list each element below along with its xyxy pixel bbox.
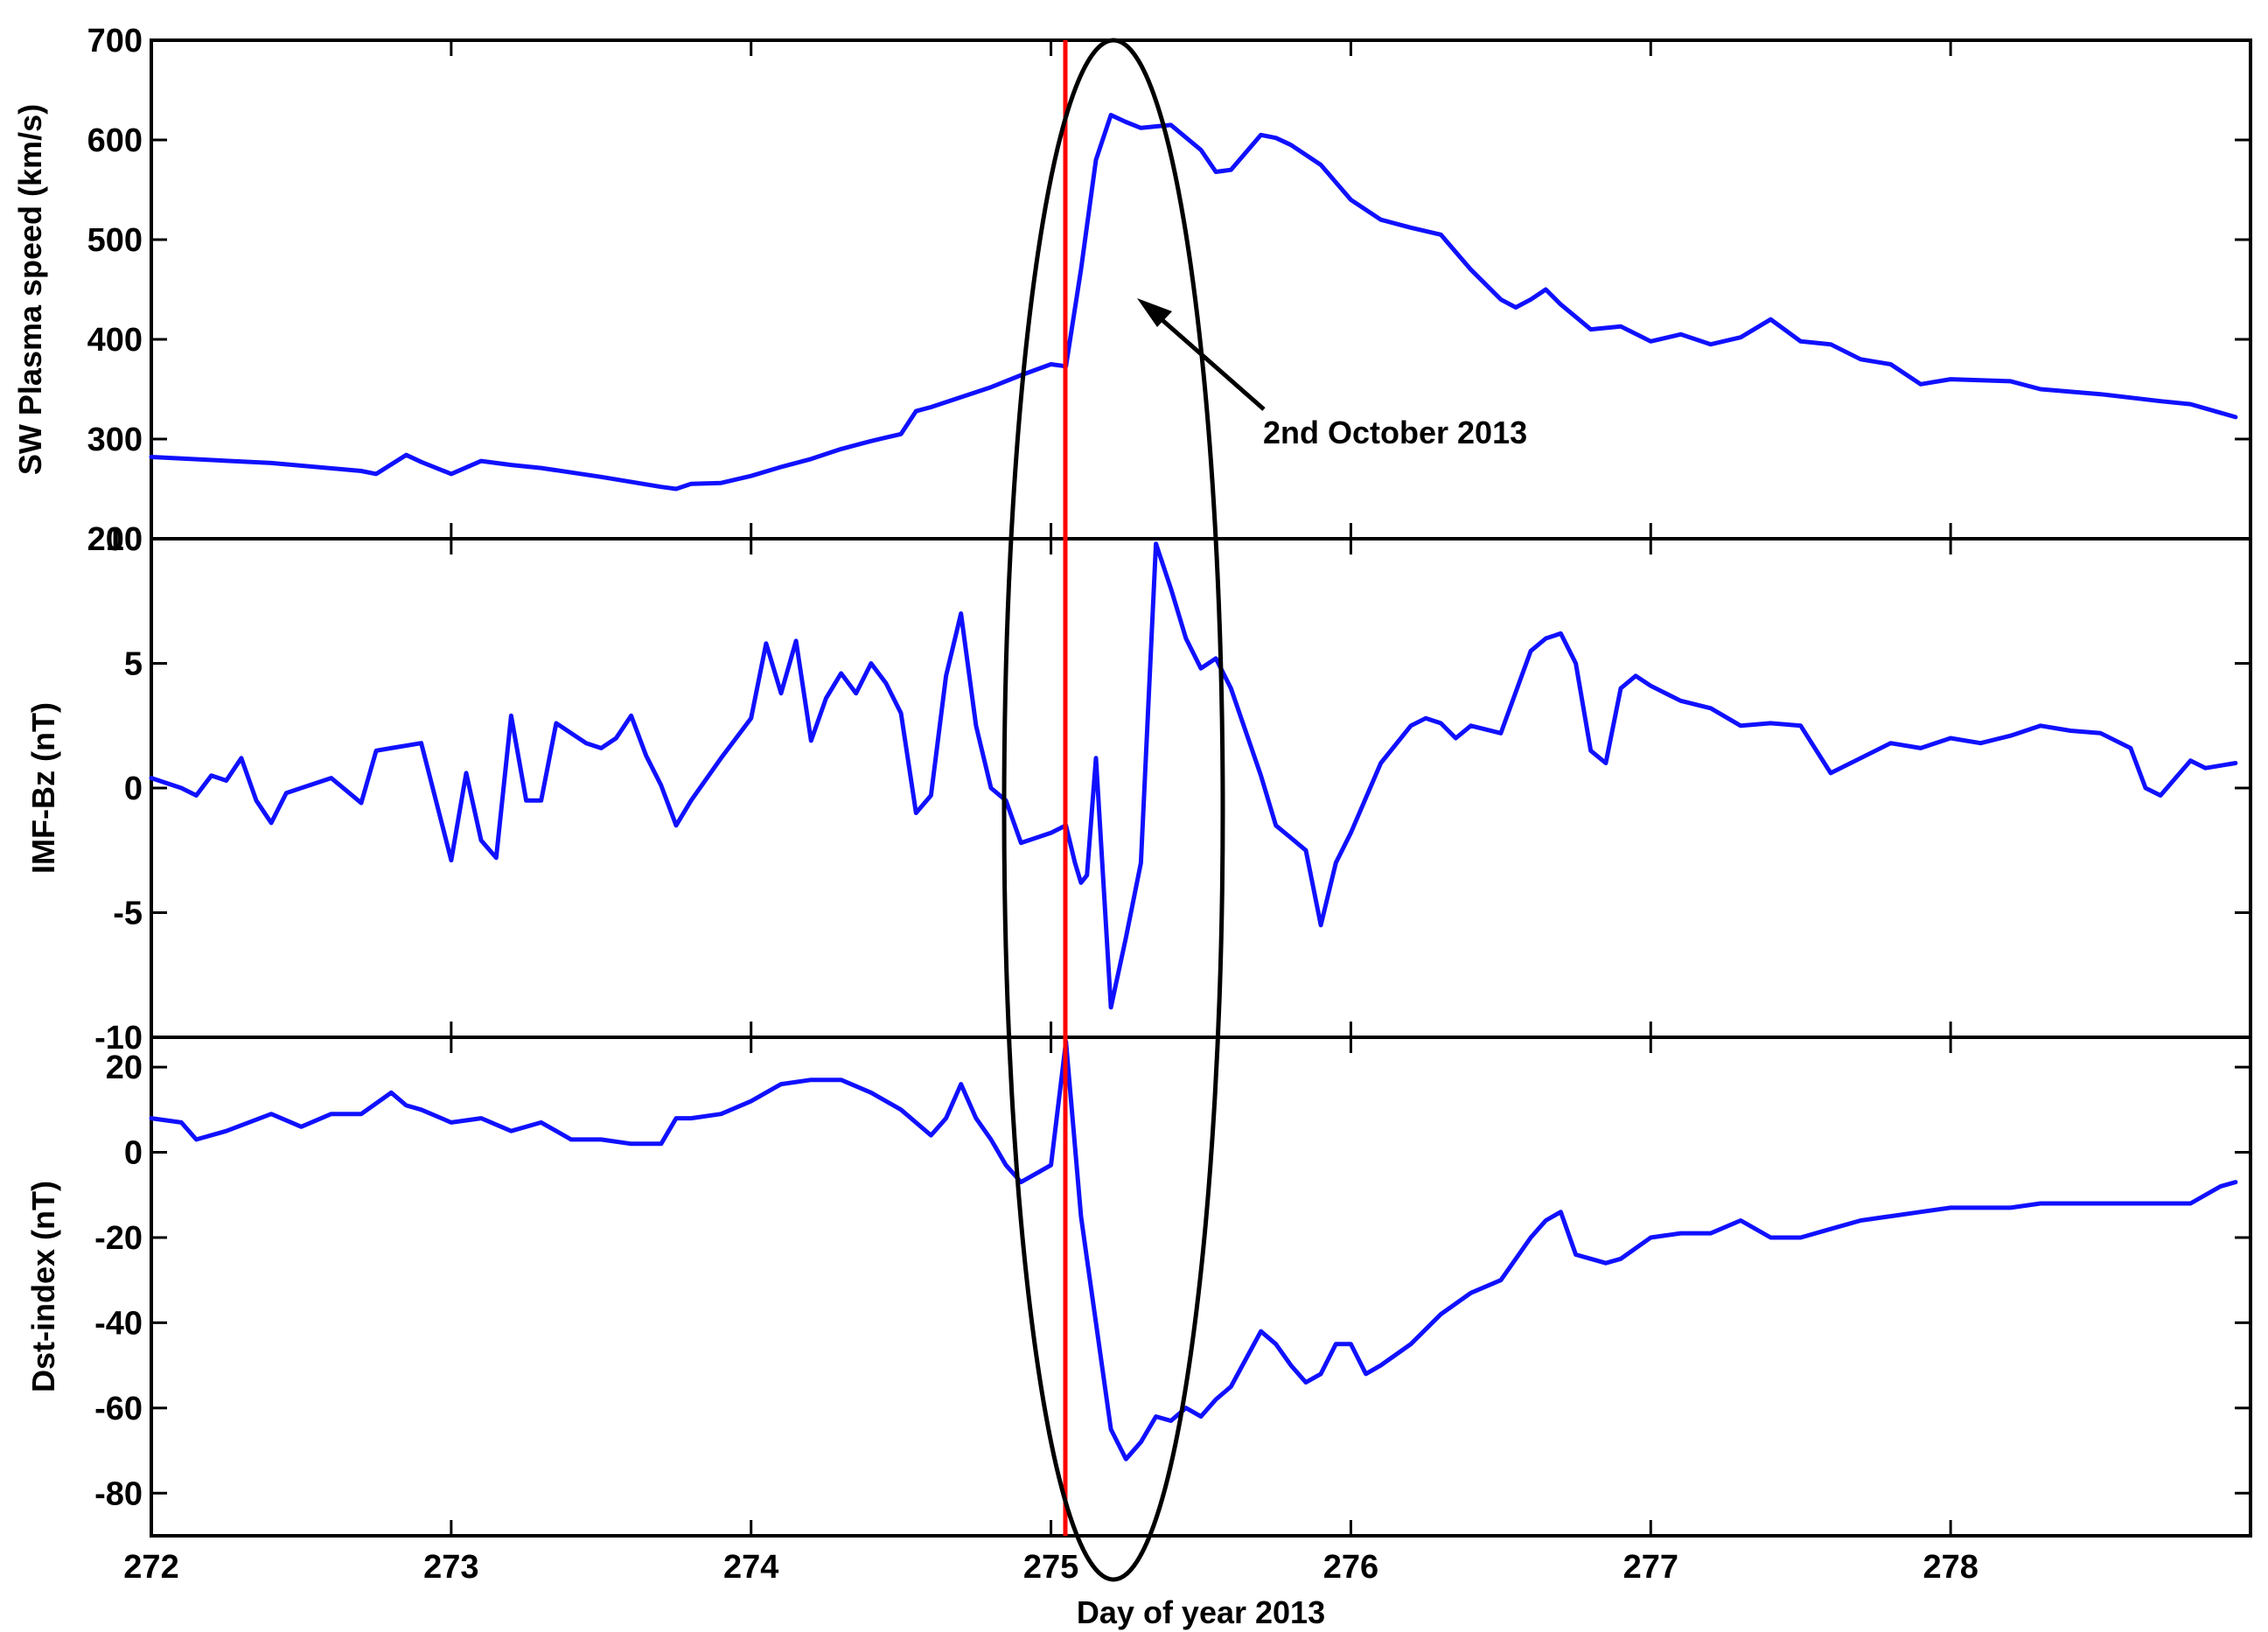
xtick-label: 275 — [1023, 1549, 1078, 1586]
speed-series-line — [149, 113, 2238, 492]
ticks-layer: 7006005004003002001050-5-10200-20-40-60-… — [87, 23, 2252, 1586]
dst-axis-title: Dst-index (nT) — [25, 1181, 61, 1392]
speed-ytick-label: 600 — [87, 122, 143, 159]
event-ellipse — [1001, 38, 1225, 1582]
speed-ytick-label: 200 — [87, 521, 143, 558]
dst-panel-frame — [150, 1036, 2252, 1538]
bz-ytick-label: -5 — [113, 896, 143, 932]
bz-series-line — [149, 541, 2238, 1010]
speed-axis-title: SW Plasma speed (km/s) — [12, 104, 48, 475]
annotation-arrow-shaft — [1147, 306, 1266, 411]
bz-ytick-label: -10 — [94, 1020, 143, 1057]
dst-ytick-label: -60 — [94, 1391, 143, 1427]
speed-ytick-label: 700 — [87, 23, 143, 59]
bz-axis-title: IMF-Bz (nT) — [25, 702, 61, 874]
xtick-label: 278 — [1923, 1549, 1978, 1586]
annotation-label: 2nd October 2013 — [1263, 415, 1527, 450]
xtick-label: 276 — [1323, 1549, 1378, 1586]
dst-ytick-label: -40 — [94, 1305, 143, 1342]
x-axis-title: Day of year 2013 — [1077, 1594, 1325, 1630]
xtick-label: 272 — [123, 1549, 178, 1586]
dst-ytick-label: -20 — [94, 1220, 143, 1257]
dst-ytick-label: 0 — [124, 1135, 143, 1172]
speed-ytick-label: 300 — [87, 422, 143, 458]
dst-series-line — [149, 1039, 2238, 1461]
dst-ytick-label: -80 — [94, 1475, 143, 1512]
dst-ytick-label: 20 — [106, 1050, 143, 1086]
speed-ytick-label: 400 — [87, 322, 143, 359]
xtick-label: 277 — [1623, 1549, 1678, 1586]
xtick-label: 274 — [723, 1549, 778, 1586]
bz-ytick-label: 5 — [124, 646, 143, 683]
annotation-arrow-head — [1137, 298, 1172, 327]
bz-ytick-label: 0 — [124, 771, 143, 807]
bz-ytick-label: 10 — [106, 521, 143, 558]
xtick-label: 273 — [423, 1549, 478, 1586]
series-layer — [149, 113, 2238, 1461]
speed-ytick-label: 500 — [87, 222, 143, 259]
